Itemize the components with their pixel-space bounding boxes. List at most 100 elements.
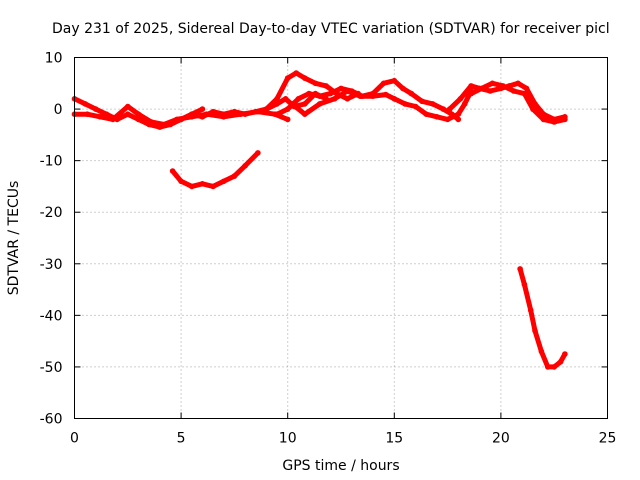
data-point — [135, 111, 142, 117]
data-point — [487, 88, 494, 94]
data-point — [400, 85, 406, 92]
data-point — [515, 80, 521, 87]
data-point — [510, 88, 517, 94]
data-point — [370, 93, 376, 99]
data-point — [527, 307, 534, 314]
data-point — [231, 173, 238, 179]
series-line — [468, 80, 568, 125]
x-axis-label: GPS time / hours — [282, 458, 399, 474]
data-point — [255, 150, 261, 156]
data-point — [521, 90, 528, 97]
data-point — [391, 96, 398, 102]
data-point — [429, 101, 436, 107]
grid-lines — [74, 57, 608, 419]
data-point — [338, 85, 344, 92]
y-axis-label: SDTVAR / TECUs — [6, 181, 22, 296]
data-point — [380, 80, 387, 87]
data-point — [161, 121, 167, 128]
data-point — [530, 106, 536, 112]
data-point — [434, 114, 440, 120]
data-point — [135, 116, 142, 123]
data-point — [274, 96, 280, 102]
data-point — [562, 116, 568, 123]
series-arc-7 — [289, 88, 474, 123]
series-arc-10 — [517, 266, 568, 370]
x-tick-label: 10 — [279, 431, 297, 447]
data-point — [210, 108, 216, 115]
data-point — [199, 106, 206, 112]
data-point — [199, 114, 206, 120]
data-point — [316, 101, 323, 107]
data-point — [357, 93, 364, 99]
y-tick-label: 0 — [54, 102, 63, 118]
data-series — [71, 70, 568, 370]
data-point — [478, 85, 485, 92]
data-point — [557, 359, 564, 365]
data-point — [419, 98, 425, 105]
data-point — [323, 83, 329, 89]
data-point — [125, 103, 131, 110]
data-point — [302, 111, 308, 117]
data-point — [402, 101, 408, 107]
data-point — [455, 111, 462, 117]
data-point — [169, 168, 176, 174]
data-point — [408, 90, 415, 97]
x-tick-label: 25 — [599, 431, 617, 447]
data-point — [538, 348, 545, 355]
series-line — [170, 150, 261, 189]
data-point — [110, 116, 116, 123]
data-point — [551, 364, 557, 370]
data-point — [199, 181, 206, 187]
data-point — [468, 83, 474, 89]
data-point — [284, 106, 291, 112]
chart-title: Day 231 of 2025, Sidereal Day-to-day VTE… — [52, 21, 610, 37]
y-tick-label: -50 — [40, 360, 63, 376]
data-point — [327, 90, 334, 97]
data-point — [540, 116, 547, 123]
data-point — [312, 80, 319, 87]
data-point — [231, 108, 238, 115]
data-point — [383, 91, 389, 98]
x-tick-label: 0 — [70, 431, 79, 447]
data-point — [468, 90, 474, 97]
data-point — [284, 116, 291, 123]
series-arc-9 — [468, 80, 568, 125]
data-point — [242, 163, 248, 169]
data-point — [545, 364, 551, 370]
data-point — [500, 83, 506, 89]
data-point — [189, 183, 195, 190]
data-point — [344, 88, 351, 94]
data-point — [551, 119, 557, 125]
data-point — [391, 77, 398, 84]
data-point — [289, 101, 295, 107]
data-point — [263, 106, 270, 112]
data-point — [302, 101, 308, 107]
x-tick-label: 5 — [177, 431, 186, 447]
series-arc-2 — [71, 103, 291, 128]
data-point — [210, 183, 216, 190]
data-point — [125, 111, 131, 117]
data-point — [457, 96, 464, 102]
data-point — [97, 114, 103, 120]
data-point — [331, 96, 338, 102]
data-point — [220, 111, 227, 117]
data-point — [148, 119, 155, 125]
data-point — [446, 106, 453, 112]
plot-frame — [74, 57, 608, 419]
y-tick-label: 10 — [45, 51, 63, 67]
data-point — [440, 106, 447, 112]
data-point — [178, 178, 184, 185]
data-point — [306, 90, 312, 97]
axis-ticks: 0 5 10 15 20 25 10 0 -10 -20 -30 -40 -50 -60 — [40, 51, 617, 447]
data-point — [252, 108, 259, 115]
data-point — [562, 351, 568, 357]
data-point — [302, 75, 308, 81]
data-point — [274, 111, 280, 117]
data-point — [220, 178, 227, 185]
data-point — [82, 101, 88, 107]
data-point — [84, 111, 91, 117]
data-point — [282, 96, 289, 102]
data-point — [489, 80, 496, 87]
x-tick-label: 20 — [492, 431, 510, 447]
